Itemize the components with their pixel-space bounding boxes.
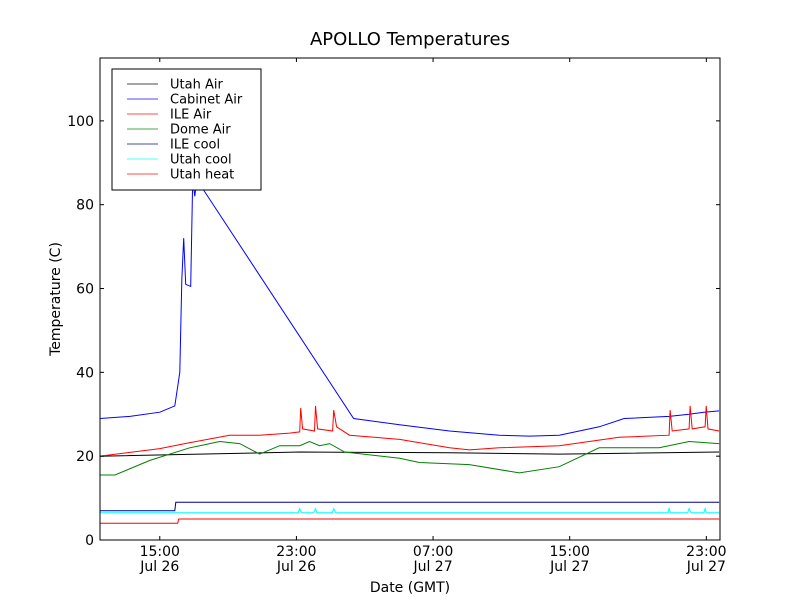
series-line-dome-air: [100, 440, 720, 476]
series-line-ile-air: [100, 405, 720, 457]
x-tick-label-date: Jul 26: [276, 559, 316, 575]
legend-label: ILE cool: [170, 138, 220, 153]
y-tick-label: 0: [85, 533, 94, 549]
series-line-utah-heat: [100, 518, 720, 524]
x-tick-label-date: Jul 27: [686, 559, 726, 575]
y-tick-label: 40: [76, 365, 94, 381]
legend-label: Utah cool: [170, 153, 232, 168]
x-tick-label-date: Jul 26: [139, 559, 179, 575]
plot-frame: [99, 57, 721, 541]
series-line-utah-cool: [100, 506, 720, 514]
legend-label: ILE Air: [170, 108, 212, 123]
x-tick-label-date: Jul 27: [549, 559, 589, 575]
legend-label: Dome Air: [170, 123, 231, 138]
series-line-cabinet-air: [100, 178, 720, 437]
plot-area: [99, 57, 721, 541]
chart-title: APOLLO Temperatures: [310, 29, 510, 50]
x-axis-label: Date (GMT): [370, 580, 450, 596]
y-tick-label: 100: [67, 114, 94, 130]
y-tick-label: 80: [76, 198, 94, 214]
y-tick-label: 60: [76, 282, 94, 298]
x-tick-label: 15:00: [140, 544, 180, 560]
y-tick-label: 20: [76, 449, 94, 465]
x-tick-label: 15:00: [550, 544, 590, 560]
legend-label: Cabinet Air: [170, 93, 243, 108]
x-tick-label: 23:00: [276, 544, 316, 560]
x-tick-label: 23:00: [686, 544, 726, 560]
series-line-ile-cool: [100, 501, 720, 512]
x-tick-label-date: Jul 27: [412, 559, 452, 575]
x-tick-label: 07:00: [413, 544, 453, 560]
y-axis-label: Temperature (C): [48, 242, 64, 357]
legend-label: Utah Air: [170, 78, 223, 93]
legend-label: Utah heat: [170, 168, 234, 183]
